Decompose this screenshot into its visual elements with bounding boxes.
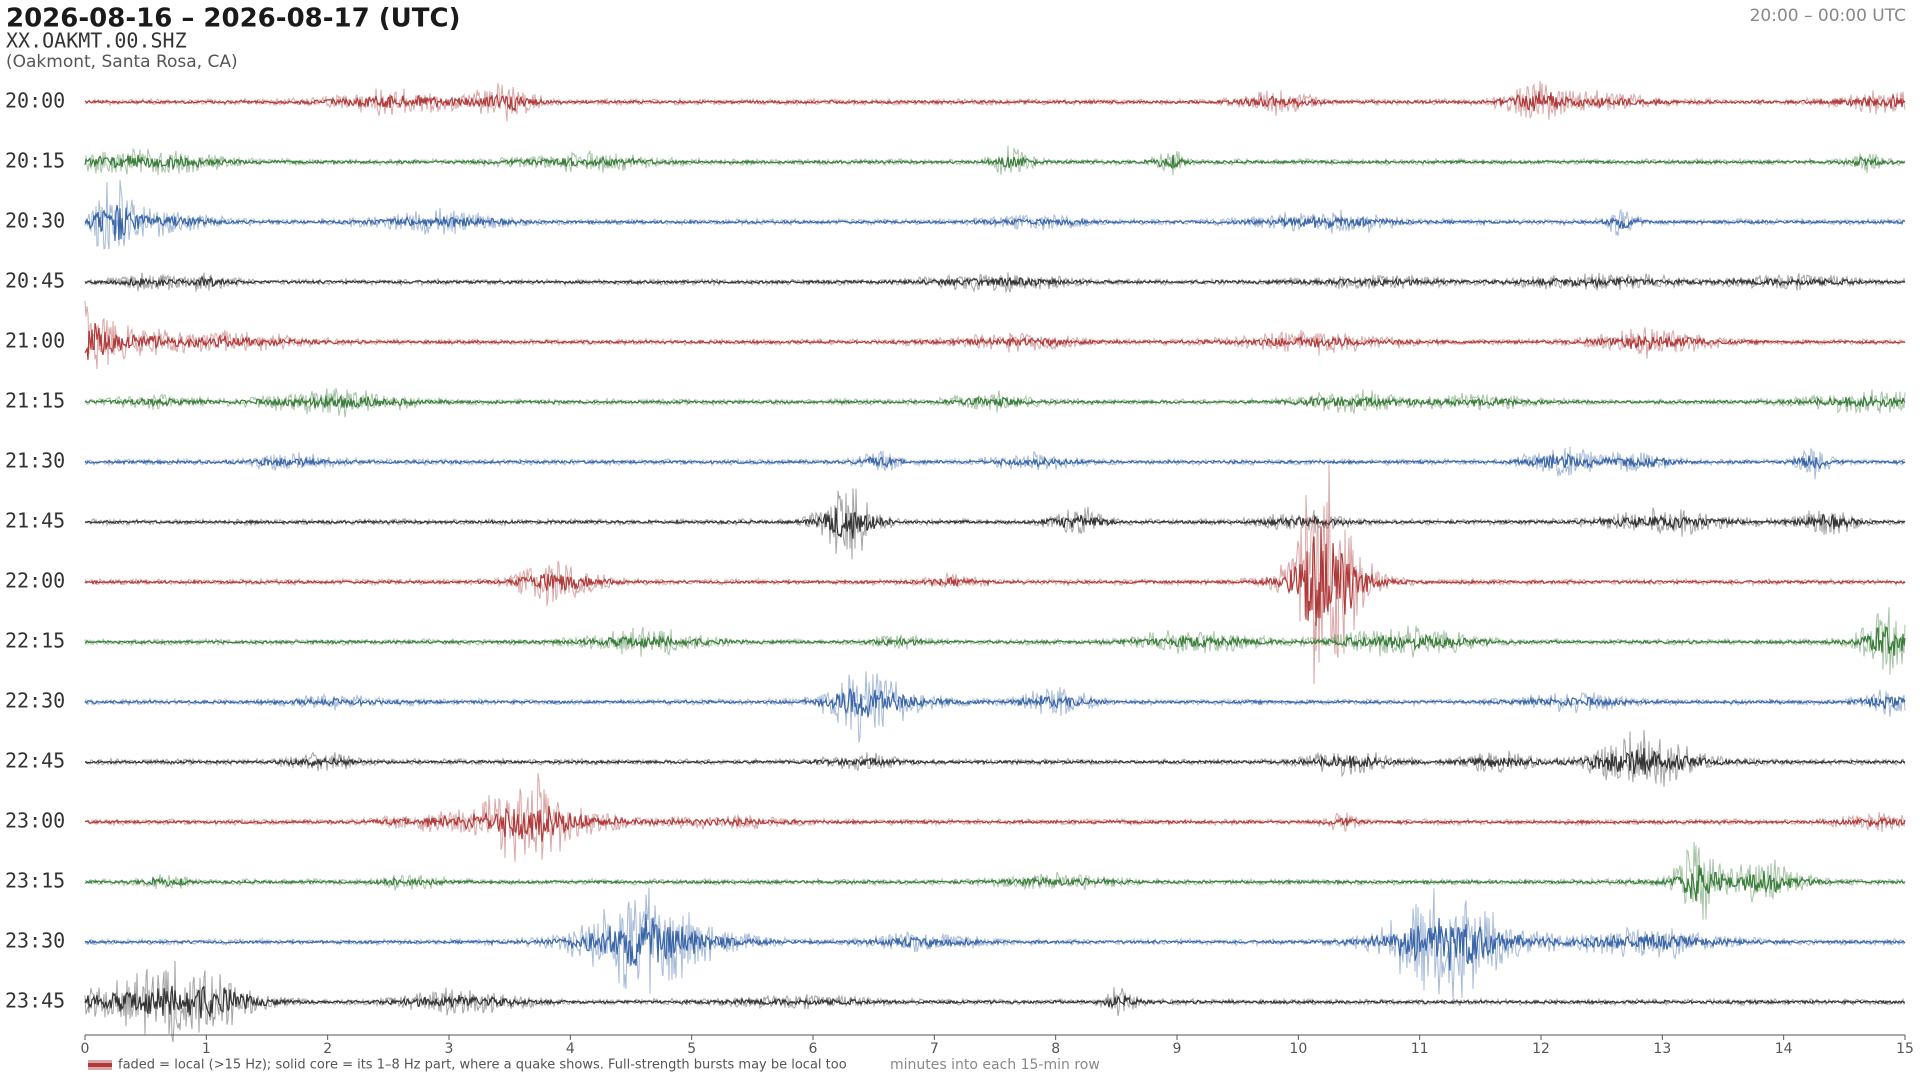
trace-faded	[84, 300, 1906, 370]
trace-core	[84, 526, 1906, 627]
time-range: 20:00 – 00:00 UTC	[1750, 6, 1906, 26]
row-label: 20:30	[5, 209, 65, 233]
legend-label: faded = local (>15 Hz); solid core = its…	[118, 1058, 847, 1073]
x-tick-label: 7	[930, 1041, 939, 1057]
trace-faded	[84, 773, 1906, 862]
row-label: 23:45	[5, 989, 65, 1013]
x-tick-label: 2	[323, 1041, 332, 1057]
x-tick-label: 9	[1173, 1041, 1182, 1057]
row-label: 21:15	[5, 389, 65, 413]
x-tick-label: 4	[566, 1041, 575, 1057]
row-label: 23:00	[5, 809, 65, 833]
trace-core	[84, 914, 1906, 971]
x-axis-label: minutes into each 15-min row	[890, 1057, 1100, 1073]
x-tick-label: 8	[1051, 1041, 1060, 1057]
trace-core	[84, 394, 1906, 409]
row-label: 22:15	[5, 629, 65, 653]
trace-faded	[84, 180, 1906, 250]
trace-core	[84, 91, 1906, 113]
trace-core	[84, 154, 1906, 171]
x-tick-label: 6	[809, 1041, 818, 1057]
trace-core	[84, 204, 1906, 241]
row-label: 20:45	[5, 269, 65, 293]
row-label: 21:00	[5, 329, 65, 353]
x-tick-label: 0	[81, 1041, 90, 1057]
row-label: 22:00	[5, 569, 65, 593]
trace-faded	[84, 464, 1906, 685]
trace-core	[84, 985, 1906, 1019]
station: XX.OAKMT.00.SHZ	[6, 29, 187, 53]
trace-core	[84, 626, 1906, 656]
trace-faded	[84, 488, 1906, 560]
x-tick-label: 10	[1289, 1041, 1307, 1057]
row-label: 23:15	[5, 869, 65, 893]
title: 2026-08-16 – 2026-08-17 (UTC)	[6, 4, 460, 34]
row-label: 20:15	[5, 149, 65, 173]
trace-core	[84, 452, 1906, 470]
trace-core	[84, 864, 1906, 901]
row-label: 22:30	[5, 689, 65, 713]
x-tick-label: 5	[687, 1041, 696, 1057]
location: (Oakmont, Santa Rosa, CA)	[6, 52, 238, 72]
legend-swatch-core	[88, 1063, 112, 1067]
x-tick-label: 12	[1532, 1041, 1550, 1057]
trace-faded	[84, 729, 1906, 787]
trace-core	[84, 322, 1906, 360]
row-label: 21:45	[5, 509, 65, 533]
trace-core	[84, 806, 1906, 842]
row-label: 21:30	[5, 449, 65, 473]
trace-core	[84, 507, 1905, 539]
row-label: 22:45	[5, 749, 65, 773]
x-tick-label: 11	[1411, 1041, 1429, 1057]
trace-core	[84, 748, 1906, 775]
trace-core	[84, 688, 1906, 717]
x-tick-label: 1	[202, 1041, 211, 1057]
x-tick-label: 13	[1653, 1041, 1671, 1057]
trace-faded	[84, 671, 1906, 743]
row-label: 23:30	[5, 929, 65, 953]
trace-faded	[84, 446, 1906, 480]
x-tick-label: 3	[445, 1041, 454, 1057]
x-tick-label: 15	[1896, 1041, 1914, 1057]
row-label: 20:00	[5, 89, 65, 113]
trace-core	[84, 276, 1906, 289]
x-tick-label: 14	[1775, 1041, 1793, 1057]
